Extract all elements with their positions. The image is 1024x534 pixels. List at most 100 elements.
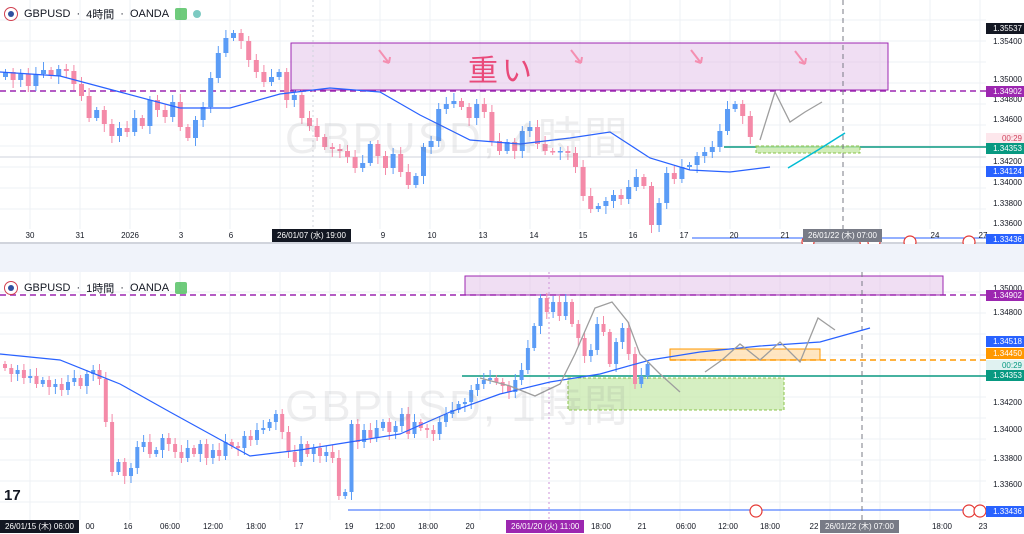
candle-body: [405, 172, 411, 185]
market-status-icon: [175, 8, 188, 20]
gbpusd-flag-icon: [4, 7, 18, 21]
candle-body: [519, 131, 525, 151]
candle-body: [292, 452, 297, 462]
candle-body: [110, 422, 115, 472]
tradingview-logo[interactable]: 17: [4, 487, 21, 504]
candle-body: [626, 187, 632, 199]
chart-4h-legend: GBPUSD · 4時間 · OANDA: [4, 6, 202, 22]
candle-body: [374, 428, 379, 438]
chart-4h-price-axis[interactable]: 1.35400 1.35000 1.34800 1.34600 1.34200 …: [993, 37, 1022, 228]
chart-1h-price-axis[interactable]: 1.35000 1.34800 1.34200 1.34000 1.33800 …: [993, 284, 1022, 489]
candle-body: [217, 450, 222, 456]
candle-body: [367, 144, 373, 163]
economic-event-icon: [962, 504, 976, 518]
candle-body: [551, 302, 556, 312]
chart-1h-panel[interactable]: GBPUSD, 1時間 GBPUSD · 1時間 · OANDA 17 1.35…: [0, 272, 1024, 534]
candle-body: [299, 95, 305, 118]
candle-body: [318, 448, 322, 456]
chart-4h-panel[interactable]: GBPUSD, 4時間 GBPUSD · 4時間 · OANDA 重い 1.35…: [0, 0, 1024, 245]
candle-body: [444, 414, 448, 422]
candle-body: [147, 442, 152, 454]
candle-body: [117, 128, 122, 136]
candle-body: [580, 167, 586, 196]
candle-body: [231, 33, 236, 38]
price-tag-ma: 1.34518: [986, 336, 1024, 347]
candle-body: [53, 384, 58, 387]
candle-body: [10, 72, 16, 80]
candle-body: [185, 127, 191, 138]
candle-body: [101, 110, 107, 124]
economic-event-icon: [962, 235, 976, 244]
chart-1h-symbol[interactable]: GBPUSD: [24, 282, 71, 294]
chart-1h-legend: GBPUSD · 1時間 · OANDA: [4, 280, 188, 296]
candle-body: [649, 186, 654, 225]
candle-body: [488, 378, 493, 380]
candle-body: [601, 324, 606, 332]
candle-body: [542, 144, 548, 151]
candle-body: [155, 100, 160, 110]
chart-1h-time-axis[interactable]: 00 16 06:00 12:00 18:00 17 19 12:00 18:0…: [85, 522, 988, 531]
candle-body: [198, 444, 203, 454]
candle-body: [451, 101, 457, 104]
price-tag-orange: 1.34450: [986, 348, 1024, 359]
candle-body: [393, 426, 398, 432]
support-zone: [567, 377, 785, 411]
candle-body: [242, 436, 247, 448]
candle-body: [135, 447, 140, 468]
candle-body: [248, 436, 253, 440]
economic-event-icon: [973, 504, 987, 518]
pane-divider[interactable]: [0, 244, 1024, 272]
candle-body: [466, 107, 472, 118]
candle-body: [173, 444, 178, 452]
candle-body: [595, 324, 600, 350]
candle-body: [238, 33, 244, 41]
candle-body: [86, 96, 92, 118]
gbpusd-flag-icon: [4, 281, 18, 295]
candle-body: [519, 370, 524, 380]
candle-body: [129, 468, 133, 476]
candle-body: [208, 78, 214, 107]
candle-body: [740, 104, 746, 116]
support-zone: [755, 145, 861, 154]
candle-body: [132, 118, 138, 132]
candle-body: [474, 104, 480, 118]
candle-body: [269, 77, 274, 82]
candle-body: [330, 452, 335, 458]
candle-body: [406, 414, 411, 434]
chart-4h-canvas[interactable]: [0, 0, 1024, 244]
candle-body: [368, 430, 373, 438]
chart-4h-symbol[interactable]: GBPUSD: [24, 8, 71, 20]
candle-body: [421, 147, 426, 176]
candle-body: [261, 428, 266, 430]
candle-body: [253, 60, 259, 72]
chart-4h-time-axis[interactable]: 30 31 2026 3 6 9 10 13 14 15 16 17 20 21…: [25, 231, 988, 240]
candle-body: [626, 328, 631, 354]
chart-1h-canvas[interactable]: [0, 272, 1024, 534]
candle-body: [223, 442, 228, 456]
candle-body: [664, 173, 670, 203]
candle-body: [154, 450, 159, 454]
candle-body: [425, 428, 430, 430]
candle-body: [443, 104, 449, 109]
chart-1h-interval[interactable]: 1時間: [86, 283, 115, 295]
candle-body: [702, 152, 708, 156]
candle-body: [573, 153, 578, 167]
candle-body: [177, 102, 183, 127]
time-cursor-right: 26/01/22 (木) 07:00: [803, 229, 882, 242]
candle-body: [570, 302, 574, 324]
chart-4h-interval[interactable]: 4時間: [86, 9, 115, 21]
candle-body: [360, 163, 366, 168]
candle-body: [34, 376, 39, 384]
candle-body: [109, 124, 115, 136]
candle-body: [79, 84, 84, 96]
candle-body: [375, 144, 381, 156]
candle-body: [618, 195, 624, 199]
candle-body: [141, 442, 146, 447]
candle-body: [336, 458, 341, 496]
candle-body: [192, 448, 196, 454]
candle-body: [620, 328, 625, 342]
candle-body: [641, 177, 647, 186]
annotation-heavy-text[interactable]: 重い: [468, 55, 536, 88]
candle-body: [103, 379, 108, 422]
candle-body: [535, 127, 540, 144]
